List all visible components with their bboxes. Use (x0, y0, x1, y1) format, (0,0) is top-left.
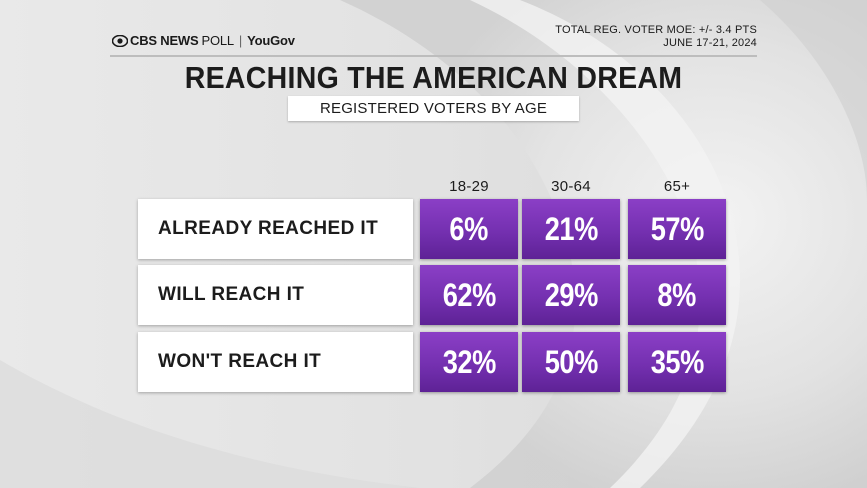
header: CBS NEWS POLL | YouGov TOTAL REG. VOTER … (0, 0, 867, 60)
brand-separator: | (238, 33, 243, 48)
cell-value: 6% (449, 210, 489, 247)
value-cell: 8% (628, 265, 726, 325)
column-header: 65+ (663, 178, 691, 195)
chart-title: REACHING THE AMERICAN DREAM (184, 60, 683, 95)
cell-value: 21% (544, 210, 598, 247)
row-label: ALREADY REACHED IT (138, 199, 413, 259)
value-cell: 32% (420, 332, 518, 392)
cell-value: 29% (544, 276, 598, 313)
cell-value: 32% (442, 343, 496, 380)
brand-logo: CBS NEWS POLL | YouGov (112, 33, 295, 48)
column-header: 18-29 (449, 178, 489, 195)
cell-value: 50% (544, 343, 598, 380)
value-cell: 29% (522, 265, 620, 325)
cbs-eye-icon (112, 34, 128, 47)
poll-meta: TOTAL REG. VOTER MOE: +/- 3.4 PTS JUNE 1… (555, 24, 757, 50)
row-label: WILL REACH IT (138, 265, 413, 325)
value-cell: 6% (420, 199, 518, 259)
value-cell: 57% (628, 199, 726, 259)
value-cell: 35% (628, 332, 726, 392)
cell-value: 62% (442, 276, 496, 313)
margin-of-error: TOTAL REG. VOTER MOE: +/- 3.4 PTS (555, 24, 757, 36)
chart-subtitle: REGISTERED VOTERS BY AGE (288, 96, 579, 121)
brand-cbs-news: CBS NEWS (130, 33, 199, 48)
brand-poll: POLL (201, 33, 234, 48)
column-header: 30-64 (551, 178, 591, 195)
brand-yougov: YouGov (247, 33, 295, 48)
cell-value: 8% (657, 276, 697, 313)
value-cell: 62% (420, 265, 518, 325)
value-cell: 21% (522, 199, 620, 259)
cell-value: 57% (650, 210, 704, 247)
poll-dates: JUNE 17-21, 2024 (663, 37, 757, 49)
cell-value: 35% (650, 343, 704, 380)
row-label: WON'T REACH IT (138, 332, 413, 392)
value-cell: 50% (522, 332, 620, 392)
header-divider (110, 55, 757, 57)
